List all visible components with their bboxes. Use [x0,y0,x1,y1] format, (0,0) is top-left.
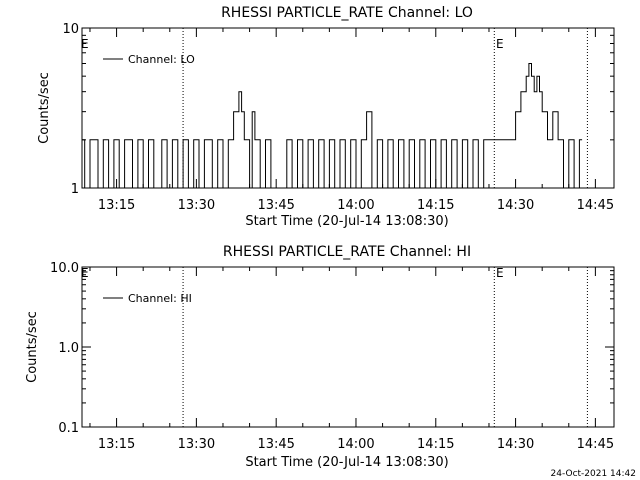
panel-lo-ticks [82,27,614,189]
y-tick-label: 10 [62,22,79,37]
panel-lo-title: RHESSI PARTICLE_RATE Channel: LO [221,5,473,21]
panel-lo-annotation-e1: E [81,37,89,51]
y-tick-label: 0.1 [58,421,79,436]
panel-hi-x-tick-labels: 13:15 13:30 13:45 14:00 14:15 14:30 14:45 [98,437,614,452]
panel-lo-y-tick-labels: 1 10 [62,22,79,197]
panel-lo-ylabel: Counts/sec [37,72,52,144]
x-tick-label: 14:30 [497,198,534,213]
x-tick-label: 14:15 [417,437,454,452]
panel-lo-legend-label: Channel: LO [128,53,195,66]
panel-lo-annotation-e2: E [496,37,504,51]
panel-hi-xlabel: Start Time (20-Jul-14 13:08:30) [245,455,448,470]
panel-lo-vlines [182,28,588,188]
x-tick-label: 13:45 [257,198,294,213]
x-tick-label: 13:45 [257,437,294,452]
x-tick-label: 14:30 [497,437,534,452]
panel-hi-annotation-e1: E [81,266,89,280]
panel-hi-ylabel: Counts/sec [25,311,40,383]
y-tick-label: 1 [71,182,79,197]
y-tick-label: 10.0 [50,261,79,276]
panel-lo: RHESSI PARTICLE_RATE Channel: LO 1 10 13:… [37,5,615,229]
panel-hi: RHESSI PARTICLE_RATE Channel: HI 0.1 1.0 1… [25,244,615,470]
panel-hi-ticks [82,266,614,428]
x-tick-label: 13:15 [98,437,135,452]
x-tick-label: 14:15 [417,198,454,213]
panel-hi-frame [81,266,615,428]
panel-hi-annotation-e2: E [496,266,504,280]
x-tick-label: 14:00 [337,198,374,213]
panel-hi-y-tick-labels: 0.1 1.0 10.0 [50,261,79,436]
panel-hi-vlines [182,267,588,427]
panel-hi-legend-label: Channel: HI [128,292,192,305]
x-tick-label: 14:00 [337,437,374,452]
x-tick-label: 14:45 [577,198,614,213]
y-tick-label: 1.0 [58,341,79,356]
x-tick-label: 13:30 [178,198,215,213]
x-tick-label: 13:30 [178,437,215,452]
series-line-channel-lo [82,63,583,189]
panel-lo-xlabel: Start Time (20-Jul-14 13:08:30) [245,214,448,229]
panel-lo-x-tick-labels: 13:15 13:30 13:45 14:00 14:15 14:30 14:45 [98,198,614,213]
x-tick-label: 13:15 [98,198,135,213]
x-tick-label: 14:45 [577,437,614,452]
footer-timestamp: 24-Oct-2021 14:42 [551,469,636,479]
panel-hi-title: RHESSI PARTICLE_RATE Channel: HI [223,244,471,260]
